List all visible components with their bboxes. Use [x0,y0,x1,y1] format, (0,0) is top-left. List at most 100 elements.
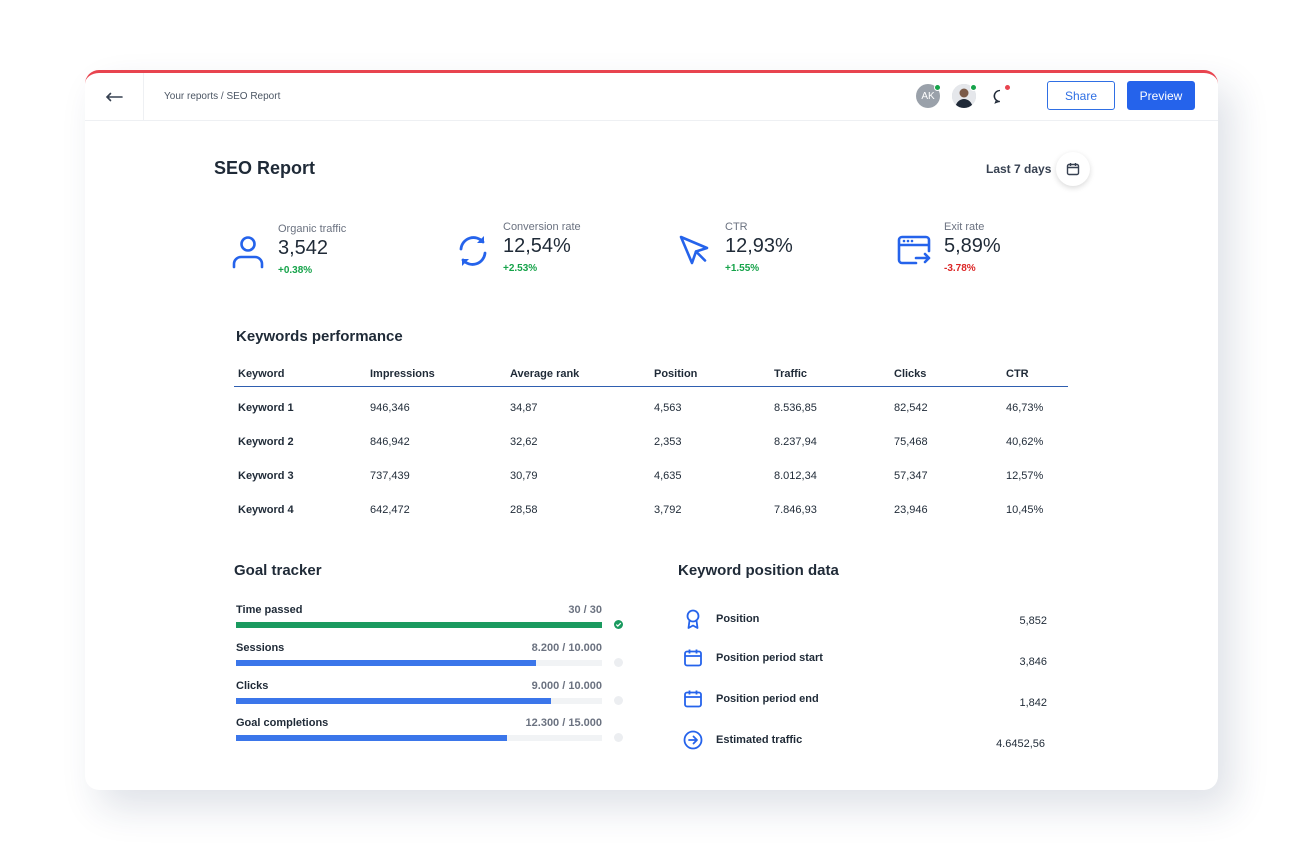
table-cell: 46,73% [1006,402,1044,414]
kpi-value: 12,54% [503,235,571,257]
column-header[interactable]: Position [654,368,698,380]
cursor-icon [679,235,709,265]
goal-progress-fill [236,660,537,666]
table-cell: 737,439 [370,470,410,482]
goal-label: Clicks [236,680,269,692]
table-row: Keyword 4 642,472 28,58 3,792 7.846,93 2… [234,489,1068,523]
table-cell: 40,62% [1006,436,1044,448]
chat-button[interactable] [988,84,1012,108]
goal-value: 8.200 / 10.000 [531,642,602,654]
user-icon [232,236,264,269]
goal-progress-fill [236,735,507,741]
report-card: Your reports / SEO Report AK Share Previ… [85,70,1218,790]
kpi-label: Conversion rate [503,221,581,233]
position-item: Estimated traffic 4.6452,56 [682,729,1052,753]
table-cell: 34,87 [510,402,538,414]
kpi-label: Organic traffic [278,223,347,235]
page-title: SEO Report [214,158,316,178]
table-cell: Keyword 1 [238,402,294,414]
status-dot-icon [614,658,623,667]
table-cell: 30,79 [510,470,538,482]
window-exit-icon [897,235,931,265]
table-cell: 642,472 [370,504,410,516]
check-circle-icon [614,620,623,629]
position-item: Position 5,852 [682,608,1052,632]
kpi-change: -3.78% [944,263,976,274]
status-dot-icon [614,733,623,742]
position-item: Position period end 1,842 [682,688,1052,712]
table-row: Keyword 2 846,942 32,62 2,353 8.237,94 7… [234,421,1068,455]
refresh-icon [459,236,487,266]
position-value: 3,846 [1019,656,1047,668]
table-cell: 10,45% [1006,504,1044,516]
status-dot-icon [614,696,623,705]
preview-button[interactable]: Preview [1127,81,1195,110]
table-cell: 7.846,93 [774,504,817,516]
column-header[interactable]: Impressions [370,368,435,380]
goal-value: 9.000 / 10.000 [531,680,602,692]
table-cell: 4,563 [654,402,682,414]
table-cell: Keyword 4 [238,504,294,516]
table-cell: 28,58 [510,504,538,516]
table-cell: Keyword 3 [238,470,294,482]
goal-label: Time passed [236,604,303,616]
column-header[interactable]: Average rank [510,368,580,380]
table-cell: 946,346 [370,402,410,414]
award-icon [686,609,700,629]
keywords-performance-title: Keywords performance [236,328,403,345]
table-cell: 2,353 [654,436,682,448]
position-item: Position period start 3,846 [682,647,1052,671]
position-value: 5,852 [1019,615,1047,627]
goal-progress-track [236,660,602,666]
kpi-value: 3,542 [278,237,329,259]
table-cell: 23,946 [894,504,928,516]
goal-tracker-title: Goal tracker [234,562,322,579]
keywords-table: Keyword Impressions Average rank Positio… [234,363,1068,523]
kpi-change: +0.38% [278,265,313,276]
column-header[interactable]: Keyword [238,368,285,380]
goal-progress-track [236,622,602,628]
goal-label: Sessions [236,642,285,654]
avatar-initials: AK [921,90,935,102]
table-cell: 846,942 [370,436,410,448]
table-cell: 12,57% [1006,470,1044,482]
date-picker-button[interactable] [1056,152,1090,186]
column-header[interactable]: Traffic [774,368,808,380]
goal-progress-track [236,735,602,741]
position-value: 4.6452,56 [996,738,1045,750]
kpi-label: CTR [725,221,748,233]
calendar-icon [684,649,702,667]
calendar-icon [1066,163,1080,176]
column-header[interactable]: CTR [1006,368,1029,380]
position-label: Position period start [716,652,823,664]
position-label: Position [716,613,760,625]
goal-value: 30 / 30 [568,604,602,616]
position-label: Estimated traffic [716,734,803,746]
online-status-dot [970,84,977,91]
keyword-position-title: Keyword position data [678,562,839,579]
goal-value: 12.300 / 15.000 [525,717,602,729]
arrow-circle-icon [683,730,703,750]
date-range-label[interactable]: Last 7 days [986,162,1052,176]
position-label: Position period end [716,693,819,705]
kpi-value: 5,89% [944,235,1001,257]
table-cell: 8.536,85 [774,402,817,414]
kpi-change: +1.55% [725,263,760,274]
calendar-icon [684,690,702,708]
goal-progress-track [236,698,602,704]
table-cell: 32,62 [510,436,538,448]
table-cell: 8.237,94 [774,436,817,448]
table-cell: 8.012,34 [774,470,817,482]
goal-progress-fill [236,698,551,704]
table-cell: 4,635 [654,470,682,482]
notification-dot [1004,84,1011,91]
back-button[interactable] [85,73,144,121]
arrow-left-icon [105,92,123,102]
share-button[interactable]: Share [1047,81,1115,110]
breadcrumb[interactable]: Your reports / SEO Report [164,91,281,102]
column-header[interactable]: Clicks [894,368,927,380]
table-row: Keyword 1 946,346 34,87 4,563 8.536,85 8… [234,387,1068,421]
kpi-label: Exit rate [944,221,985,233]
position-value: 1,842 [1019,697,1047,709]
table-header: Keyword Impressions Average rank Positio… [234,363,1068,387]
